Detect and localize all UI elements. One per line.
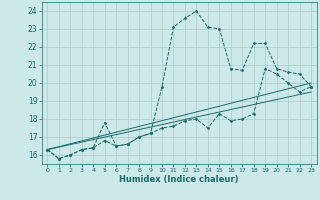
X-axis label: Humidex (Indice chaleur): Humidex (Indice chaleur) bbox=[119, 175, 239, 184]
